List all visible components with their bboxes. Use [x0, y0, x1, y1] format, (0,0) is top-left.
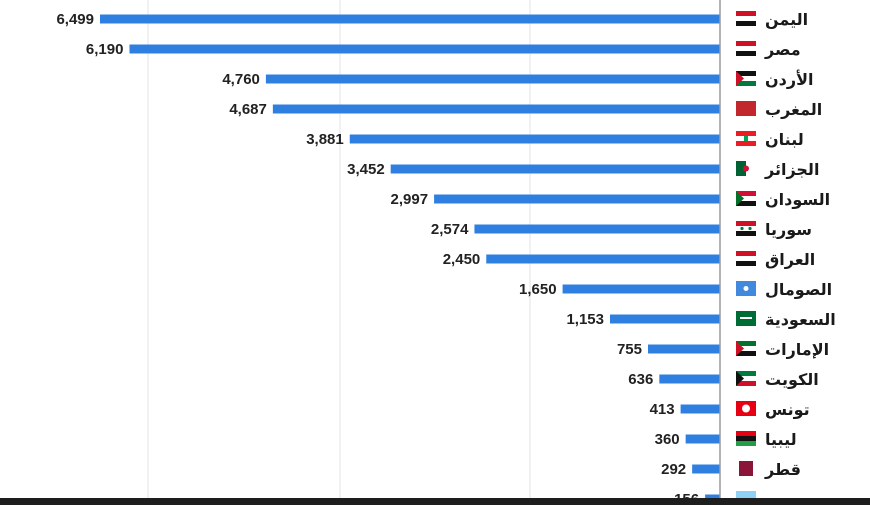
bar — [99, 14, 720, 24]
bar — [272, 104, 720, 114]
value-label: 4,760 — [222, 71, 260, 88]
kuwait-flag-icon — [736, 371, 756, 386]
libya-flag-icon — [736, 431, 756, 446]
country-name: الأردن — [765, 70, 813, 89]
bar — [390, 164, 720, 174]
bar — [659, 374, 720, 384]
country-name: اليمن — [765, 10, 808, 29]
iraq-flag-icon — [736, 251, 756, 266]
qatar-flag-icon — [739, 461, 753, 476]
value-label: 2,450 — [443, 251, 481, 268]
yemen-flag-icon — [736, 11, 756, 26]
bar — [129, 44, 720, 54]
country-name: ليبيا — [765, 430, 797, 449]
bar — [349, 134, 720, 144]
value-label: 3,452 — [347, 161, 385, 178]
uae-flag-icon — [736, 341, 756, 356]
country-names-group: اليمن مصر الأردن المغرب لبنان الجزائر السودان س… — [764, 10, 836, 479]
bar — [434, 194, 720, 204]
jordan-flag-icon — [736, 71, 756, 86]
syria-flag-icon — [736, 221, 756, 236]
flags-group — [736, 11, 756, 505]
country-name: الكويت — [765, 370, 819, 389]
country-name: مصر — [764, 40, 801, 59]
algeria-flag-icon — [736, 161, 756, 176]
value-label: 2,574 — [431, 221, 469, 238]
country-name: قطر — [764, 460, 801, 479]
sudan-flag-icon — [736, 191, 756, 206]
bar — [685, 434, 720, 444]
country-name: سوريا — [765, 220, 812, 239]
value-label: 413 — [650, 401, 675, 418]
bars-group — [99, 14, 720, 504]
value-label: 292 — [661, 461, 686, 478]
country-name: الإمارات — [765, 340, 829, 359]
bar — [692, 464, 720, 474]
egypt-flag-icon — [736, 41, 756, 56]
bar — [562, 284, 720, 294]
somalia-flag-icon — [736, 281, 756, 296]
value-label: 6,190 — [86, 41, 124, 58]
bar — [486, 254, 720, 264]
tunisia-flag-icon — [736, 401, 756, 416]
bar — [680, 404, 720, 414]
bar — [610, 314, 720, 324]
country-name: الجزائر — [764, 160, 819, 179]
value-label: 360 — [655, 431, 680, 448]
lebanon-flag-icon — [736, 131, 756, 146]
morocco-flag-icon — [736, 101, 756, 116]
value-label: 1,650 — [519, 281, 557, 298]
value-label: 6,499 — [56, 11, 94, 28]
value-label: 1,153 — [566, 311, 604, 328]
country-name: السودان — [765, 190, 830, 209]
value-label: 3,881 — [306, 131, 344, 148]
country-name: السعودية — [765, 310, 836, 329]
bottom-dark-bar — [0, 498, 870, 505]
value-label: 636 — [628, 371, 653, 388]
country-name: تونس — [765, 400, 810, 419]
bar — [474, 224, 720, 234]
country-name: المغرب — [765, 100, 822, 119]
value-label: 4,687 — [229, 101, 267, 118]
bar — [647, 344, 720, 354]
country-name: الصومال — [765, 280, 832, 299]
value-label: 755 — [617, 341, 642, 358]
saudi-flag-icon — [736, 311, 756, 326]
country-name: العراق — [765, 250, 815, 269]
country-name: لبنان — [765, 130, 804, 149]
value-label: 2,997 — [391, 191, 429, 208]
bar — [265, 74, 720, 84]
